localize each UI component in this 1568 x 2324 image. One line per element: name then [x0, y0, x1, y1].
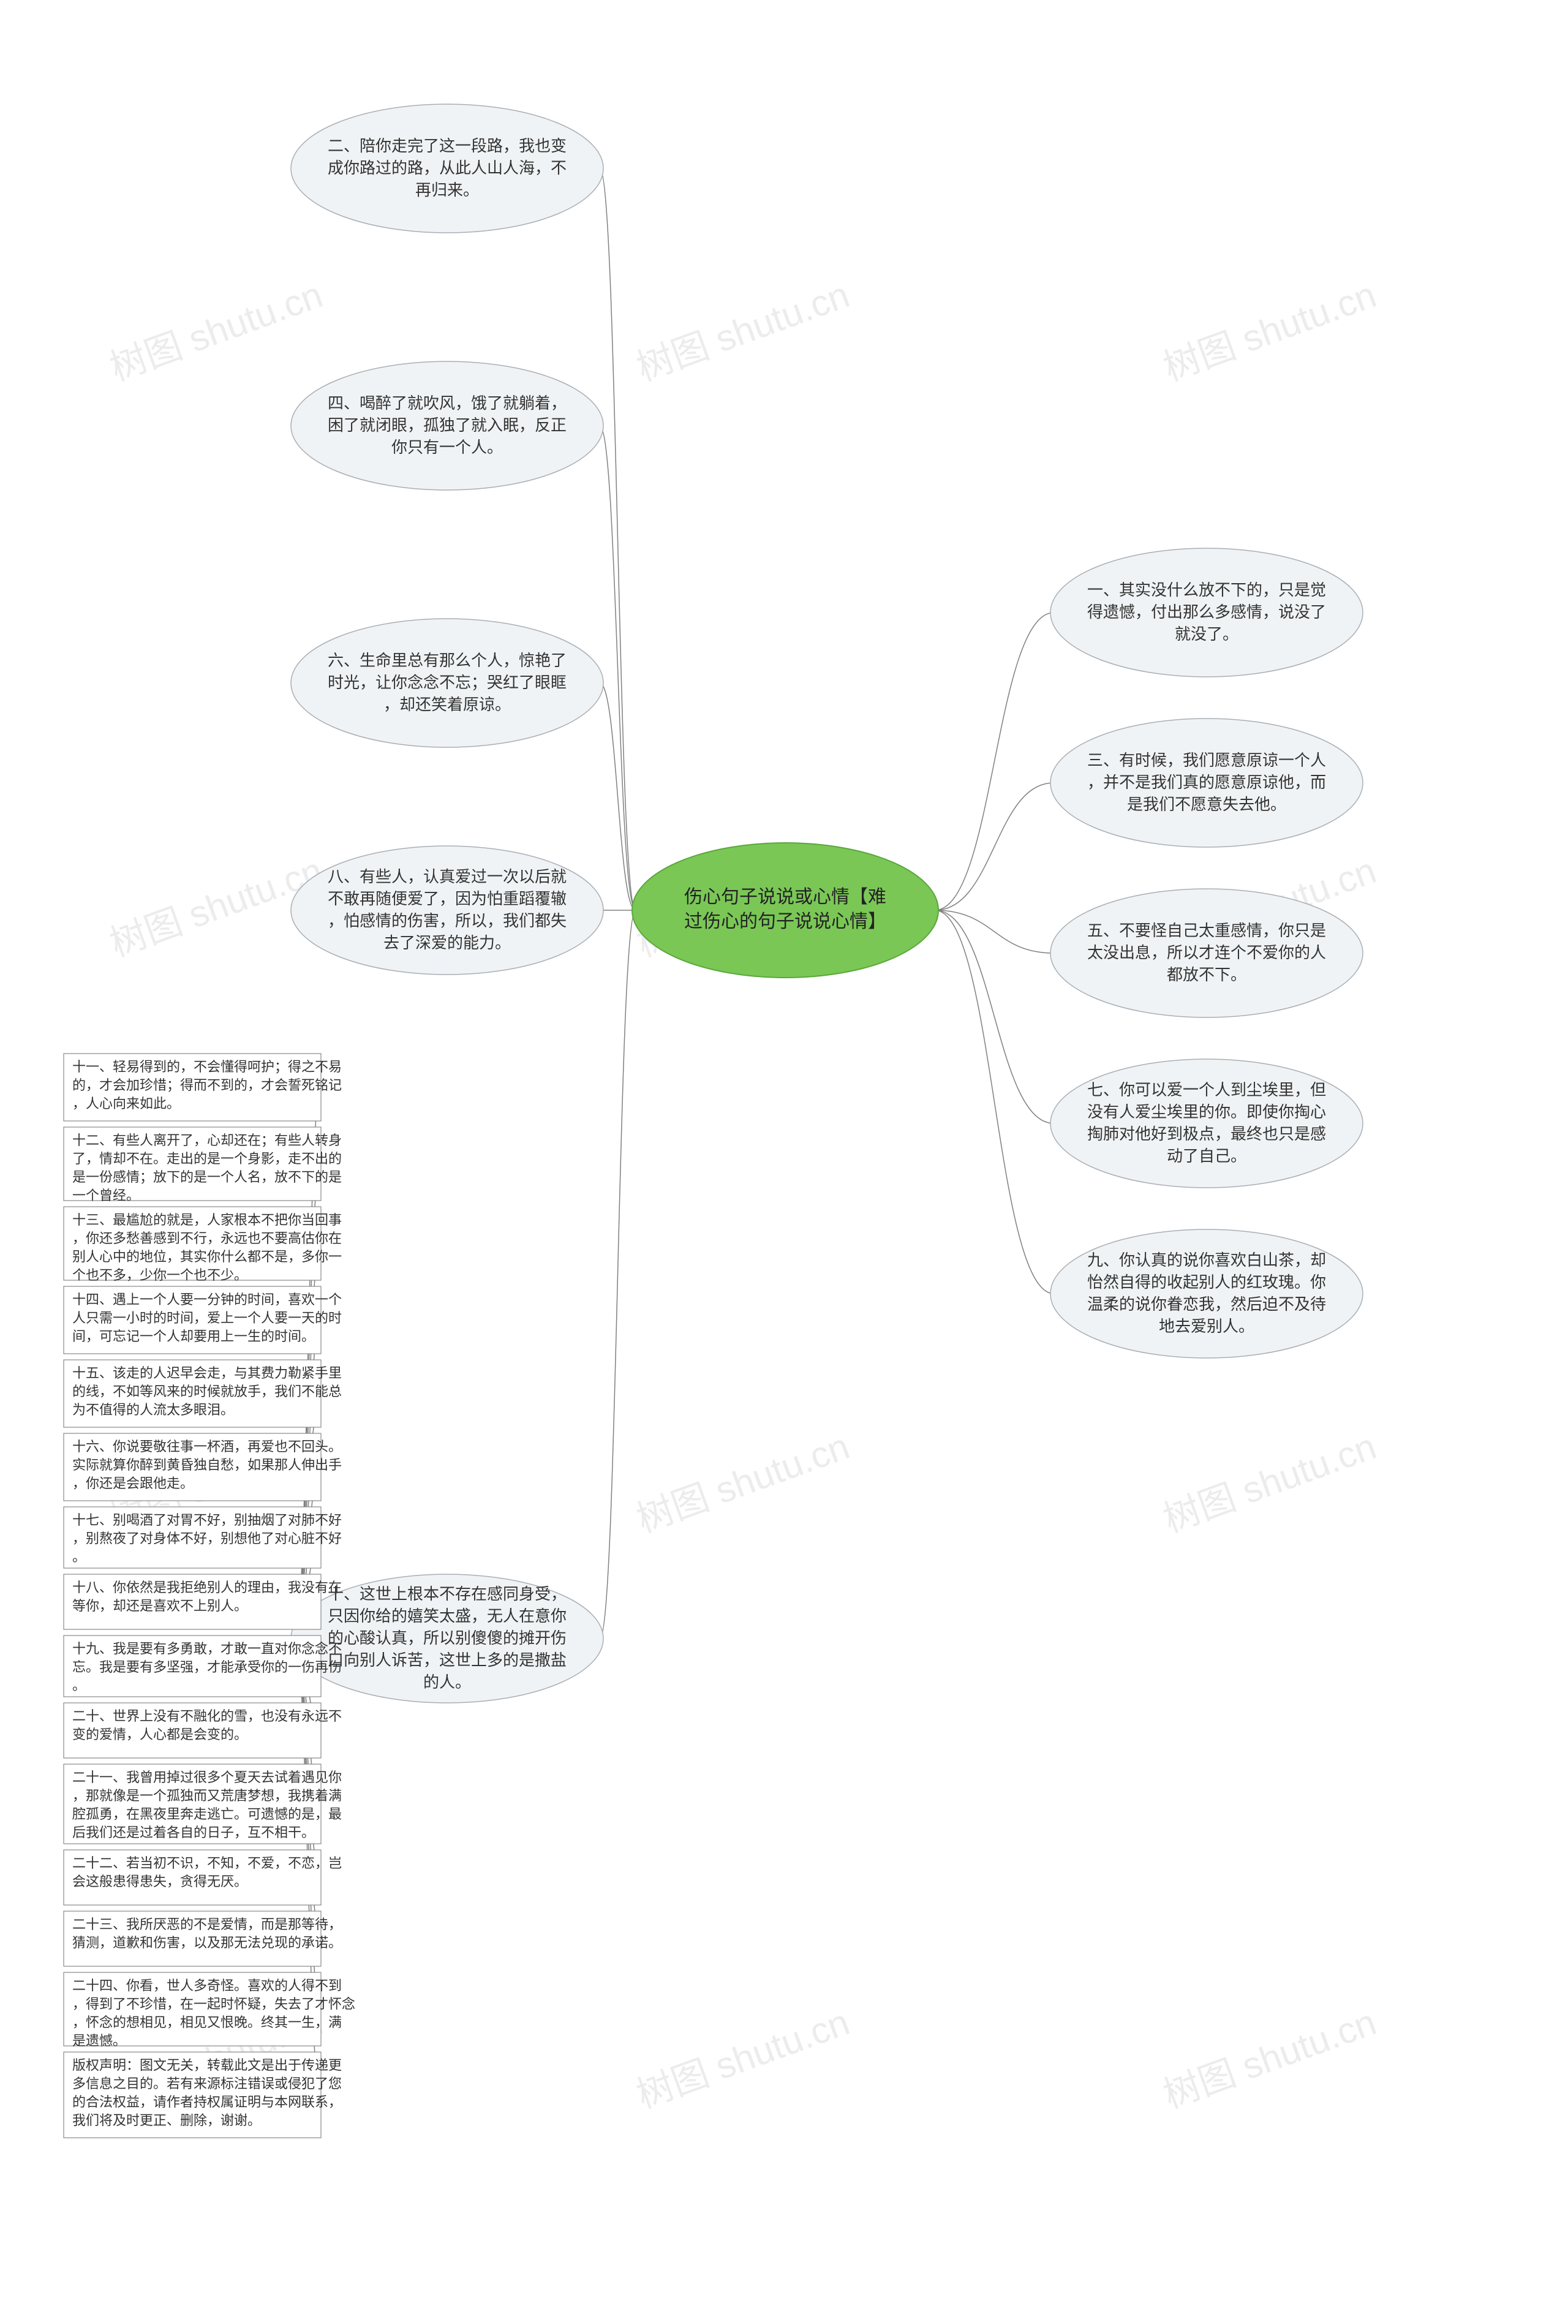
- svg-text:树图 shutu.cn: 树图 shutu.cn: [1158, 1425, 1381, 1540]
- detail-box-10: 二十一、我曾用掉过很多个夏天去试着遇见你，那就像是一个孤独而又荒唐梦想，我携着满…: [64, 1764, 342, 1844]
- detail-box-7: 十八、你依然是我拒绝别人的理由，我没有在等你，却还是喜欢不上别人。: [64, 1574, 342, 1629]
- detail-box-6: 十七、别喝酒了对胃不好，别抽烟了对肺不好，别熬夜了对身体不好，别想他了对心脏不好…: [64, 1507, 342, 1568]
- right-node-3: 七、你可以爱一个人到尘埃里，但没有人爱尘埃里的你。即使你掏心掏肺对他好到极点，最…: [1050, 1059, 1363, 1188]
- detail-box-4: 十五、该走的人迟早会走，与其费力勒紧手里的线，不如等风来的时候就放手，我们不能总…: [64, 1360, 342, 1427]
- detail-box-11: 二十二、若当初不识，不知，不爱，不恋，岂会这般患得患失，贪得无厌。: [64, 1850, 342, 1905]
- left-node-1: 四、喝醉了就吹风，饿了就躺着，困了就闭眼，孤独了就入眠，反正你只有一个人。: [291, 361, 603, 490]
- detail-box-12: 二十三、我所厌恶的不是爱情，而是那等待，猜测，道歉和伤害，以及那无法兑现的承诺。: [64, 1911, 342, 1966]
- detail-box-3: 十四、遇上一个人要一分钟的时间，喜欢一个人只需一小时的时间，爱上一个人要一天的时…: [64, 1286, 342, 1354]
- svg-text:十四、遇上一个人要一分钟的时间，喜欢一个人只需一小时的时间，: 十四、遇上一个人要一分钟的时间，喜欢一个人只需一小时的时间，爱上一个人要一天的时…: [72, 1292, 342, 1344]
- svg-text:树图 shutu.cn: 树图 shutu.cn: [105, 274, 328, 388]
- node-layer: 伤心句子说说或心情【难过伤心的句子说说心情】 二、陪你走完了这一段路，我也变成你路…: [64, 104, 1363, 2138]
- detail-box-14: 版权声明：图文无关，转载此文是出于传递更多信息之目的。若有来源标注错误或侵犯了您…: [64, 2052, 342, 2138]
- mindmap-canvas: 树图 shutu.cn 树图 shutu.cn 树图 shutu.cn 树图 shut…: [0, 0, 1568, 2324]
- right-node-4: 九、你认真的说你喜欢白山茶，却怡然自得的收起别人的红玫瑰。你温柔的说你眷恋我，然…: [1050, 1229, 1363, 1358]
- detail-box-8: 十九、我是要有多勇敢，才敢一直对你念念不忘。我是要有多坚强，才能承受你的一伤再伤…: [64, 1635, 342, 1697]
- right-node-0: 一、其实没什么放不下的，只是觉得遗憾，付出那么多感情，说没了就没了。: [1050, 548, 1363, 677]
- detail-box-13: 二十四、你看，世人多奇怪。喜欢的人得不到，得到了不珍惜，在一起时怀疑，失去了才怀…: [64, 1972, 355, 2048]
- detail-box-0: 十一、轻易得到的，不会懂得呵护；得之不易的，才会加珍惜；得而不到的，才会誓死铭记…: [64, 1054, 342, 1121]
- svg-text:树图 shutu.cn: 树图 shutu.cn: [1158, 274, 1381, 388]
- center-node: 伤心句子说说或心情【难过伤心的句子说说心情】: [632, 843, 938, 978]
- detail-box-5: 十六、你说要敬往事一杯酒，再爱也不回头。实际就算你醉到黄昏独自愁，如果那人伸出手…: [64, 1433, 342, 1501]
- detail-box-2: 十三、最尴尬的就是，人家根本不把你当回事，你还多愁善感到不行，永远也不要高估你在…: [64, 1207, 342, 1283]
- svg-text:树图 shutu.cn: 树图 shutu.cn: [631, 274, 854, 388]
- left-node-0: 二、陪你走完了这一段路，我也变成你路过的路，从此人山人海，不再归来。: [291, 104, 603, 233]
- left-node-3: 八、有些人，认真爱过一次以后就不敢再随便爱了，因为怕重蹈覆辙，怕感情的伤害，所以…: [291, 846, 603, 975]
- right-node-1: 三、有时候，我们愿意原谅一个人，并不是我们真的愿意原谅他，而是我们不愿意失去他。: [1050, 719, 1363, 847]
- detail-box-1: 十二、有些人离开了，心却还在；有些人转身了，情却不在。走出的是一个身影，走不出的…: [64, 1127, 342, 1203]
- svg-text:树图 shutu.cn: 树图 shutu.cn: [631, 2001, 854, 2116]
- left-node-2: 六、生命里总有那么个人，惊艳了时光，让你念念不忘；哭红了眼眶，却还笑着原谅。: [291, 619, 603, 747]
- svg-text:树图 shutu.cn: 树图 shutu.cn: [631, 1425, 854, 1540]
- right-node-2: 五、不要怪自己太重感情，你只是太没出息，所以才连个不爱你的人都放不下。: [1050, 889, 1363, 1017]
- detail-box-9: 二十、世界上没有不融化的雪，也没有永远不变的爱情，人心都是会变的。: [64, 1703, 342, 1758]
- svg-text:树图 shutu.cn: 树图 shutu.cn: [1158, 2001, 1381, 2116]
